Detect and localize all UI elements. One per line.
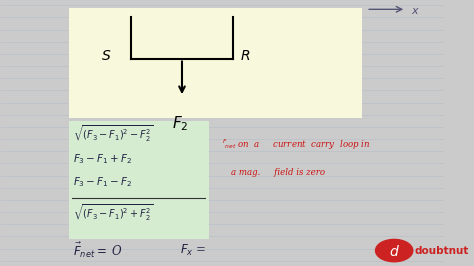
- Text: $x$: $x$: [410, 6, 419, 16]
- Text: doubtnut: doubtnut: [415, 246, 469, 256]
- Text: $F_2$: $F_2$: [172, 114, 188, 133]
- Text: $^F\!_{net}$ on  a     current  carry  loop in: $^F\!_{net}$ on a current carry loop in: [222, 138, 370, 152]
- Text: $F_x$ =: $F_x$ =: [180, 243, 206, 258]
- Bar: [69, 8, 362, 118]
- Text: $F_3-F_1-F_2$: $F_3-F_1-F_2$: [73, 175, 132, 189]
- Text: $\sqrt{(F_3-F_1)^2-F_2^2}$: $\sqrt{(F_3-F_1)^2-F_2^2}$: [73, 124, 154, 144]
- Text: $d$: $d$: [389, 244, 400, 259]
- Text: $S$: $S$: [100, 49, 111, 63]
- Bar: [69, 121, 209, 239]
- Text: a mag.     field is zero: a mag. field is zero: [231, 168, 325, 177]
- Text: $\sqrt{(F_3-F_1)^2+F_2^2}$: $\sqrt{(F_3-F_1)^2+F_2^2}$: [73, 203, 154, 223]
- Text: $R$: $R$: [240, 49, 250, 63]
- Circle shape: [375, 239, 413, 262]
- Text: $F_3-F_1+F_2$: $F_3-F_1+F_2$: [73, 153, 132, 167]
- Text: $\vec{F}_{net}=$ O: $\vec{F}_{net}=$ O: [73, 241, 124, 260]
